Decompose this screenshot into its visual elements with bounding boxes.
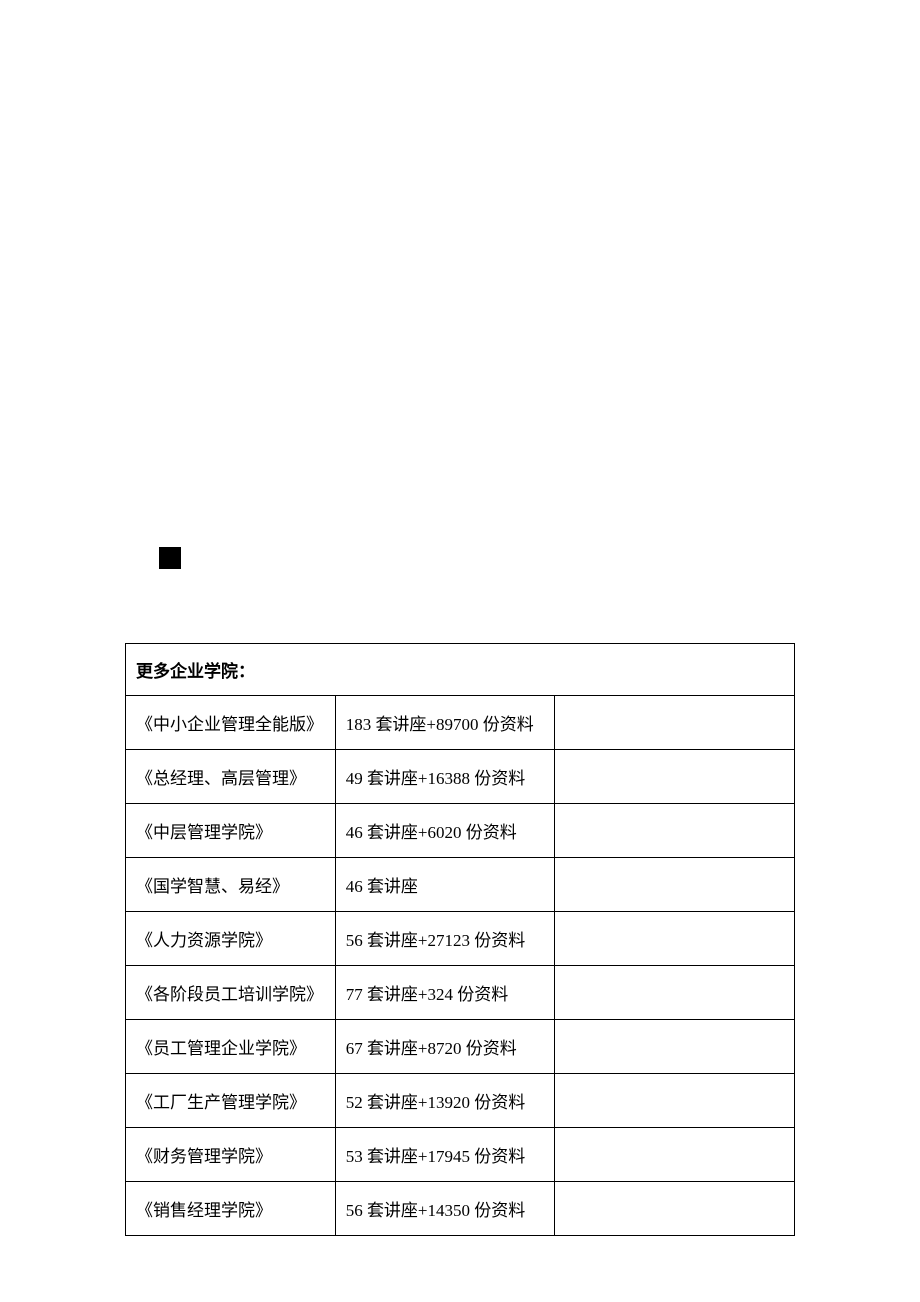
course-name-cell: 《财务管理学院》 [126,1128,336,1182]
course-content-cell: 46 套讲座+6020 份资料 [335,804,555,858]
course-content-cell: 53 套讲座+17945 份资料 [335,1128,555,1182]
table-row: 《各阶段员工培训学院》 77 套讲座+324 份资料 [126,966,795,1020]
courses-table: 更多企业学院： 《中小企业管理全能版》 183 套讲座+89700 份资料 《总… [125,643,795,1236]
table-row: 《财务管理学院》 53 套讲座+17945 份资料 [126,1128,795,1182]
table-row: 《国学智慧、易经》 46 套讲座 [126,858,795,912]
course-name-cell: 《中小企业管理全能版》 [126,696,336,750]
course-empty-cell [555,858,795,912]
table-row: 《人力资源学院》 56 套讲座+27123 份资料 [126,912,795,966]
course-name-cell: 《中层管理学院》 [126,804,336,858]
course-empty-cell [555,1128,795,1182]
course-name-cell: 《员工管理企业学院》 [126,1020,336,1074]
course-empty-cell [555,912,795,966]
course-content-cell: 56 套讲座+14350 份资料 [335,1182,555,1236]
table-header-cell: 更多企业学院： [126,644,795,696]
course-empty-cell [555,1074,795,1128]
table-row: 《员工管理企业学院》 67 套讲座+8720 份资料 [126,1020,795,1074]
course-name-cell: 《各阶段员工培训学院》 [126,966,336,1020]
course-content-cell: 56 套讲座+27123 份资料 [335,912,555,966]
course-empty-cell [555,1020,795,1074]
course-name-cell: 《工厂生产管理学院》 [126,1074,336,1128]
table-row: 《中层管理学院》 46 套讲座+6020 份资料 [126,804,795,858]
table-header-row: 更多企业学院： [126,644,795,696]
square-marker [159,547,181,569]
table-row: 《中小企业管理全能版》 183 套讲座+89700 份资料 [126,696,795,750]
table-row: 《总经理、高层管理》 49 套讲座+16388 份资料 [126,750,795,804]
course-empty-cell [555,1182,795,1236]
course-empty-cell [555,966,795,1020]
course-name-cell: 《人力资源学院》 [126,912,336,966]
course-content-cell: 67 套讲座+8720 份资料 [335,1020,555,1074]
course-content-cell: 77 套讲座+324 份资料 [335,966,555,1020]
course-empty-cell [555,750,795,804]
course-content-cell: 49 套讲座+16388 份资料 [335,750,555,804]
courses-table-container: 更多企业学院： 《中小企业管理全能版》 183 套讲座+89700 份资料 《总… [125,643,795,1236]
course-name-cell: 《销售经理学院》 [126,1182,336,1236]
course-name-cell: 《国学智慧、易经》 [126,858,336,912]
course-name-cell: 《总经理、高层管理》 [126,750,336,804]
course-content-cell: 52 套讲座+13920 份资料 [335,1074,555,1128]
course-empty-cell [555,696,795,750]
table-row: 《销售经理学院》 56 套讲座+14350 份资料 [126,1182,795,1236]
table-row: 《工厂生产管理学院》 52 套讲座+13920 份资料 [126,1074,795,1128]
course-content-cell: 183 套讲座+89700 份资料 [335,696,555,750]
course-empty-cell [555,804,795,858]
course-content-cell: 46 套讲座 [335,858,555,912]
